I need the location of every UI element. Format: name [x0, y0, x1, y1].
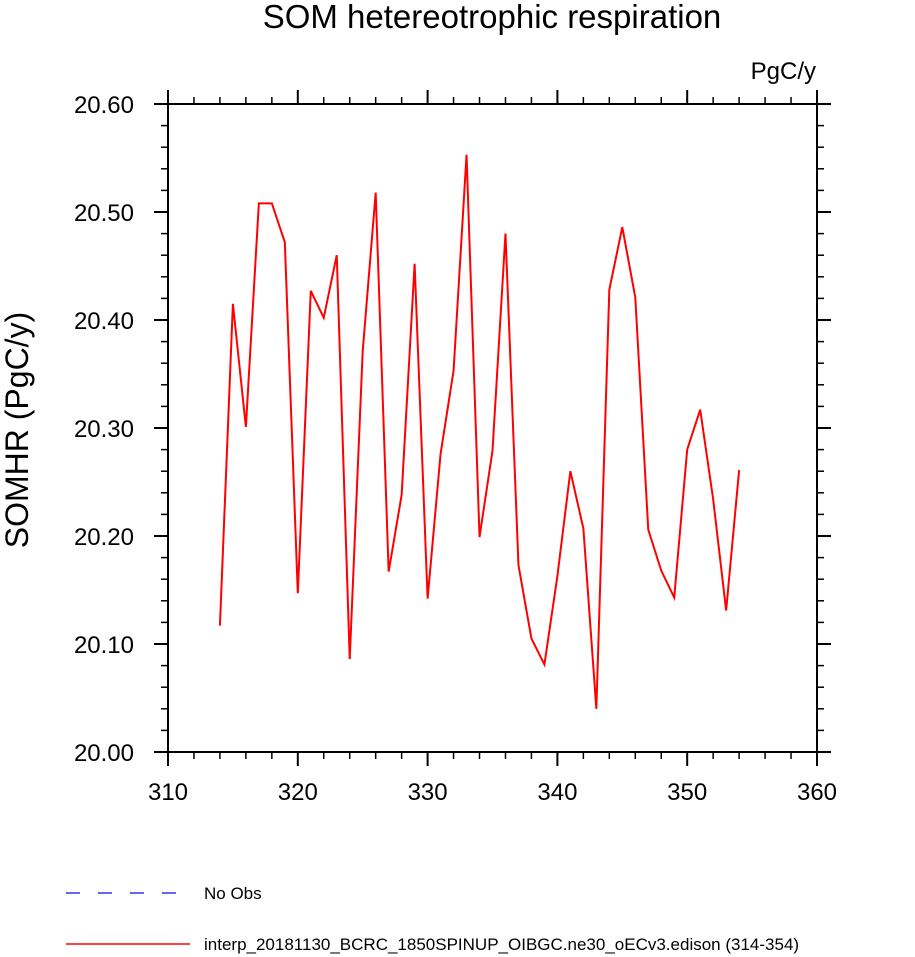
legend: No Obs interp_20181130_BCRC_1850SPINUP_OI… — [66, 884, 799, 954]
axis-ticks: 310 320 330 340 350 360 20.00 20.10 20.20 20.30 20… — [74, 90, 837, 806]
x-tick-label: 360 — [797, 779, 837, 806]
y-tick-label: 20.40 — [74, 308, 134, 335]
x-tick-label: 330 — [408, 779, 448, 806]
plot-area — [218, 154, 741, 709]
y-tick-label: 20.20 — [74, 524, 134, 551]
y-tick-label: 20.30 — [74, 416, 134, 443]
y-tick-label: 20.10 — [74, 632, 134, 659]
legend-label-0: No Obs — [204, 884, 262, 903]
series-line-0 — [218, 154, 741, 709]
x-tick-label: 340 — [537, 779, 577, 806]
y-tick-label: 20.50 — [74, 200, 134, 227]
chart-title: SOM hetereotrophic respiration — [263, 0, 722, 35]
legend-label-1: interp_20181130_BCRC_1850SPINUP_OIBGC.ne… — [204, 935, 799, 954]
x-tick-label: 320 — [278, 779, 318, 806]
y-axis-label: SOMHR (PgC/y) — [0, 312, 35, 548]
plot-frame — [167, 103, 818, 753]
x-tick-label: 310 — [148, 779, 188, 806]
x-tick-label: 350 — [667, 779, 707, 806]
units-label: PgC/y — [751, 58, 816, 85]
y-tick-label: 20.60 — [74, 92, 134, 119]
y-tick-label: 20.00 — [74, 740, 134, 767]
